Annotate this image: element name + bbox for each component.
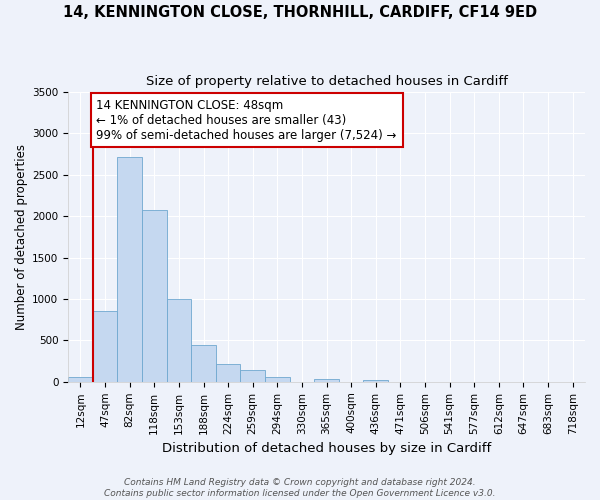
Bar bbox=[265, 378, 290, 382]
Bar bbox=[314, 380, 339, 382]
Bar bbox=[216, 364, 241, 382]
X-axis label: Distribution of detached houses by size in Cardiff: Distribution of detached houses by size … bbox=[162, 442, 491, 455]
Bar bbox=[142, 210, 167, 382]
Text: 14, KENNINGTON CLOSE, THORNHILL, CARDIFF, CF14 9ED: 14, KENNINGTON CLOSE, THORNHILL, CARDIFF… bbox=[63, 5, 537, 20]
Bar bbox=[167, 298, 191, 382]
Bar bbox=[191, 344, 216, 382]
Bar bbox=[93, 312, 118, 382]
Bar bbox=[241, 370, 265, 382]
Y-axis label: Number of detached properties: Number of detached properties bbox=[15, 144, 28, 330]
Title: Size of property relative to detached houses in Cardiff: Size of property relative to detached ho… bbox=[146, 75, 508, 88]
Bar bbox=[68, 378, 93, 382]
Bar bbox=[118, 156, 142, 382]
Text: Contains HM Land Registry data © Crown copyright and database right 2024.
Contai: Contains HM Land Registry data © Crown c… bbox=[104, 478, 496, 498]
Bar bbox=[364, 380, 388, 382]
Text: 14 KENNINGTON CLOSE: 48sqm
← 1% of detached houses are smaller (43)
99% of semi-: 14 KENNINGTON CLOSE: 48sqm ← 1% of detac… bbox=[97, 98, 397, 142]
